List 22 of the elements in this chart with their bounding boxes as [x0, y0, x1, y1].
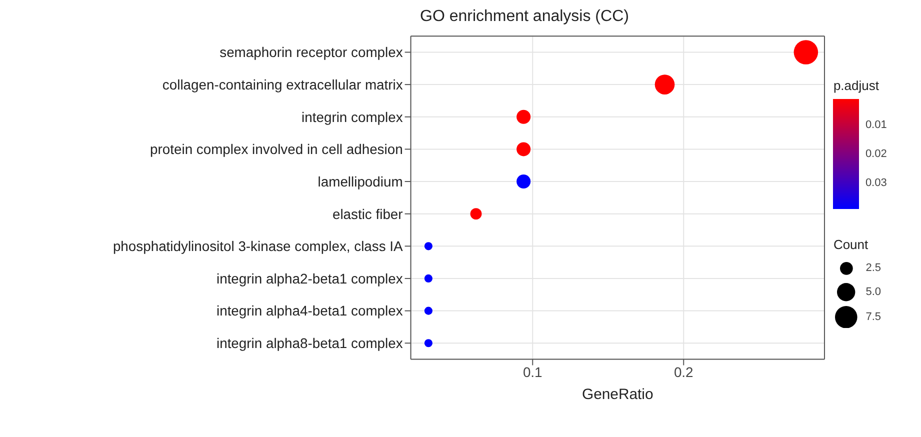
legend-label: 5.0: [866, 286, 882, 298]
x-tick-label: 0.2: [674, 364, 694, 380]
legend-label: 7.5: [866, 310, 882, 323]
y-tick-label: collagen-containing extracellular matrix: [162, 76, 403, 92]
x-axis-title: GeneRatio: [582, 387, 654, 404]
y-tick-label: protein complex involved in cell adhesion: [150, 141, 403, 158]
x-tick-label: 0.1: [522, 364, 543, 380]
y-tick-label: semaphorin receptor complex: [220, 44, 403, 60]
y-tick-label: integrin alpha4-beta1 complex: [216, 302, 403, 319]
y-tick-label: phosphatidylinositol 3-kinase complex, class IA: [112, 238, 404, 254]
color-bar-title: p.adjust: [833, 78, 880, 93]
color-bar-label: 0.03: [865, 176, 887, 190]
legend-title: Count: [833, 237, 870, 252]
y-tick-label: integrin alpha2-beta1 complex: [216, 270, 403, 286]
y-tick-label: lamellipodium: [318, 173, 403, 190]
color-bar-label: 0.02: [865, 147, 887, 161]
chart-title: GO enrichment analysis (CC): [419, 8, 630, 27]
y-tick-label: elastic fiber: [332, 206, 404, 222]
color-bar-label: 0.01: [865, 118, 887, 132]
y-tick-label: integrin alpha8-beta1 complex: [216, 335, 403, 352]
y-tick-label: integrin complex: [302, 108, 403, 125]
legend-label: 2.5: [866, 262, 882, 274]
